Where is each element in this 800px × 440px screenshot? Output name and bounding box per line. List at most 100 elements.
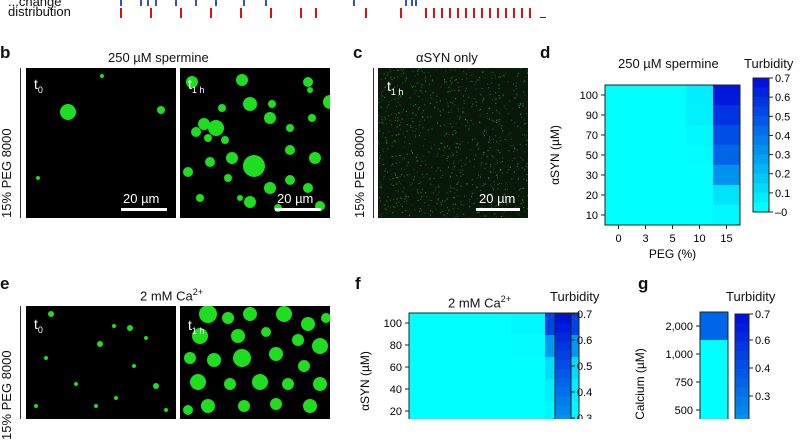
- heatmap-cell: [713, 185, 741, 206]
- speckle-dot: [493, 121, 494, 122]
- speckle-dot: [465, 119, 466, 120]
- y-tick-label: 60: [390, 362, 402, 374]
- speckle-dot: [406, 111, 407, 112]
- speckle-dot: [434, 145, 435, 146]
- x-tick-label: 3: [642, 233, 648, 245]
- speckle-dot: [423, 127, 424, 128]
- speckle-dot: [423, 156, 424, 157]
- heatmap-cell: [409, 379, 444, 402]
- speckle-dot: [409, 215, 410, 216]
- y-tick-label: 20: [390, 406, 402, 418]
- speckle-dot: [400, 198, 401, 199]
- speckle-dot: [417, 172, 418, 173]
- speckle-dot: [421, 84, 422, 85]
- speckle-dot: [499, 95, 500, 96]
- speckle-dot: [418, 69, 419, 70]
- speckle-dot: [523, 188, 524, 189]
- speckle-dot: [493, 168, 494, 169]
- speckle-dot: [450, 91, 451, 92]
- y-axis-label: αSYN (µM): [548, 125, 562, 185]
- speckle-dot: [474, 166, 475, 167]
- speckle-dot: [480, 94, 481, 95]
- speckle-dot: [428, 152, 429, 153]
- scale-label-b-t0: 20 µm: [123, 192, 159, 205]
- speckle-dot: [430, 75, 431, 76]
- speckle-dot: [384, 176, 385, 177]
- speckle-dot: [388, 197, 389, 198]
- speckle-dot: [447, 207, 448, 208]
- speckle-dot: [514, 98, 515, 99]
- heatmap-cell: [686, 185, 714, 206]
- distribution-strip: [115, 0, 555, 22]
- speckle-dot: [395, 120, 396, 121]
- panel-letter-b: b: [0, 44, 10, 61]
- speckle-dot: [379, 215, 380, 216]
- heatmap-cell: [659, 105, 687, 126]
- colorbar-segment: [753, 183, 769, 193]
- speckle-dot: [383, 151, 384, 152]
- speckle-dot: [449, 177, 450, 178]
- speckle-dot: [400, 176, 401, 177]
- speckle-dot: [422, 117, 423, 118]
- speckle-dot: [445, 200, 446, 201]
- speckle-dot: [516, 83, 517, 84]
- speckle-dot: [517, 150, 518, 151]
- speckle-dot: [463, 112, 464, 113]
- speckle-dot: [488, 141, 489, 142]
- speckle-dot: [394, 70, 395, 71]
- speckle-dot: [520, 203, 521, 204]
- droplet: [252, 374, 268, 390]
- speckle-dot: [400, 205, 401, 206]
- speckle-dot: [453, 101, 454, 102]
- speckle-dot: [391, 124, 392, 125]
- droplet: [184, 352, 196, 364]
- droplet: [74, 382, 78, 386]
- red-tick: [489, 8, 491, 18]
- heatmap-cell: [686, 105, 714, 126]
- speckle-dot: [412, 71, 413, 72]
- speckle-dot: [476, 105, 477, 106]
- speckle-dot: [443, 150, 444, 151]
- droplet: [183, 405, 193, 415]
- speckle-dot: [504, 211, 505, 212]
- droplet: [313, 377, 327, 391]
- heatmap-cell: [686, 125, 714, 146]
- heatmap-cell: [511, 313, 546, 336]
- speckle-dot: [400, 129, 401, 130]
- speckle-dot: [493, 72, 494, 73]
- speckle-dot: [523, 92, 524, 93]
- speckle-dot: [466, 184, 467, 185]
- speckle-dot: [499, 152, 500, 153]
- speckle-dot: [398, 202, 399, 203]
- heatmap-cell: [605, 185, 633, 206]
- speckle-dot: [506, 73, 507, 74]
- speckle-dot: [425, 192, 426, 193]
- speckle-dot: [406, 201, 407, 202]
- red-tick: [433, 8, 435, 18]
- heatmap-cell: [511, 379, 546, 402]
- speckle-dot: [415, 136, 416, 137]
- speckle-dot: [456, 147, 457, 148]
- speckle-dot: [454, 90, 455, 91]
- speckle-dot: [419, 125, 420, 126]
- speckle-dot: [457, 108, 458, 109]
- speckle-dot: [524, 124, 525, 125]
- speckle-dot: [472, 194, 473, 195]
- speckle-dot: [500, 77, 501, 78]
- speckle-dot: [495, 103, 496, 104]
- speckle-dot: [425, 81, 426, 82]
- red-tick: [425, 8, 427, 18]
- speckle-dot: [405, 68, 406, 69]
- speckle-dot: [455, 204, 456, 205]
- speckle-dot: [378, 131, 379, 132]
- speckle-dot: [451, 84, 452, 85]
- speckle-dot: [451, 187, 452, 188]
- speckle-dot: [495, 206, 496, 207]
- speckle-dot: [412, 87, 413, 88]
- speckle-dot: [453, 135, 454, 136]
- speckle-dot: [480, 176, 481, 177]
- y-tick-label: 50: [586, 150, 598, 162]
- speckle-dot: [397, 102, 398, 103]
- speckle-dot: [387, 149, 388, 150]
- droplet: [243, 155, 265, 177]
